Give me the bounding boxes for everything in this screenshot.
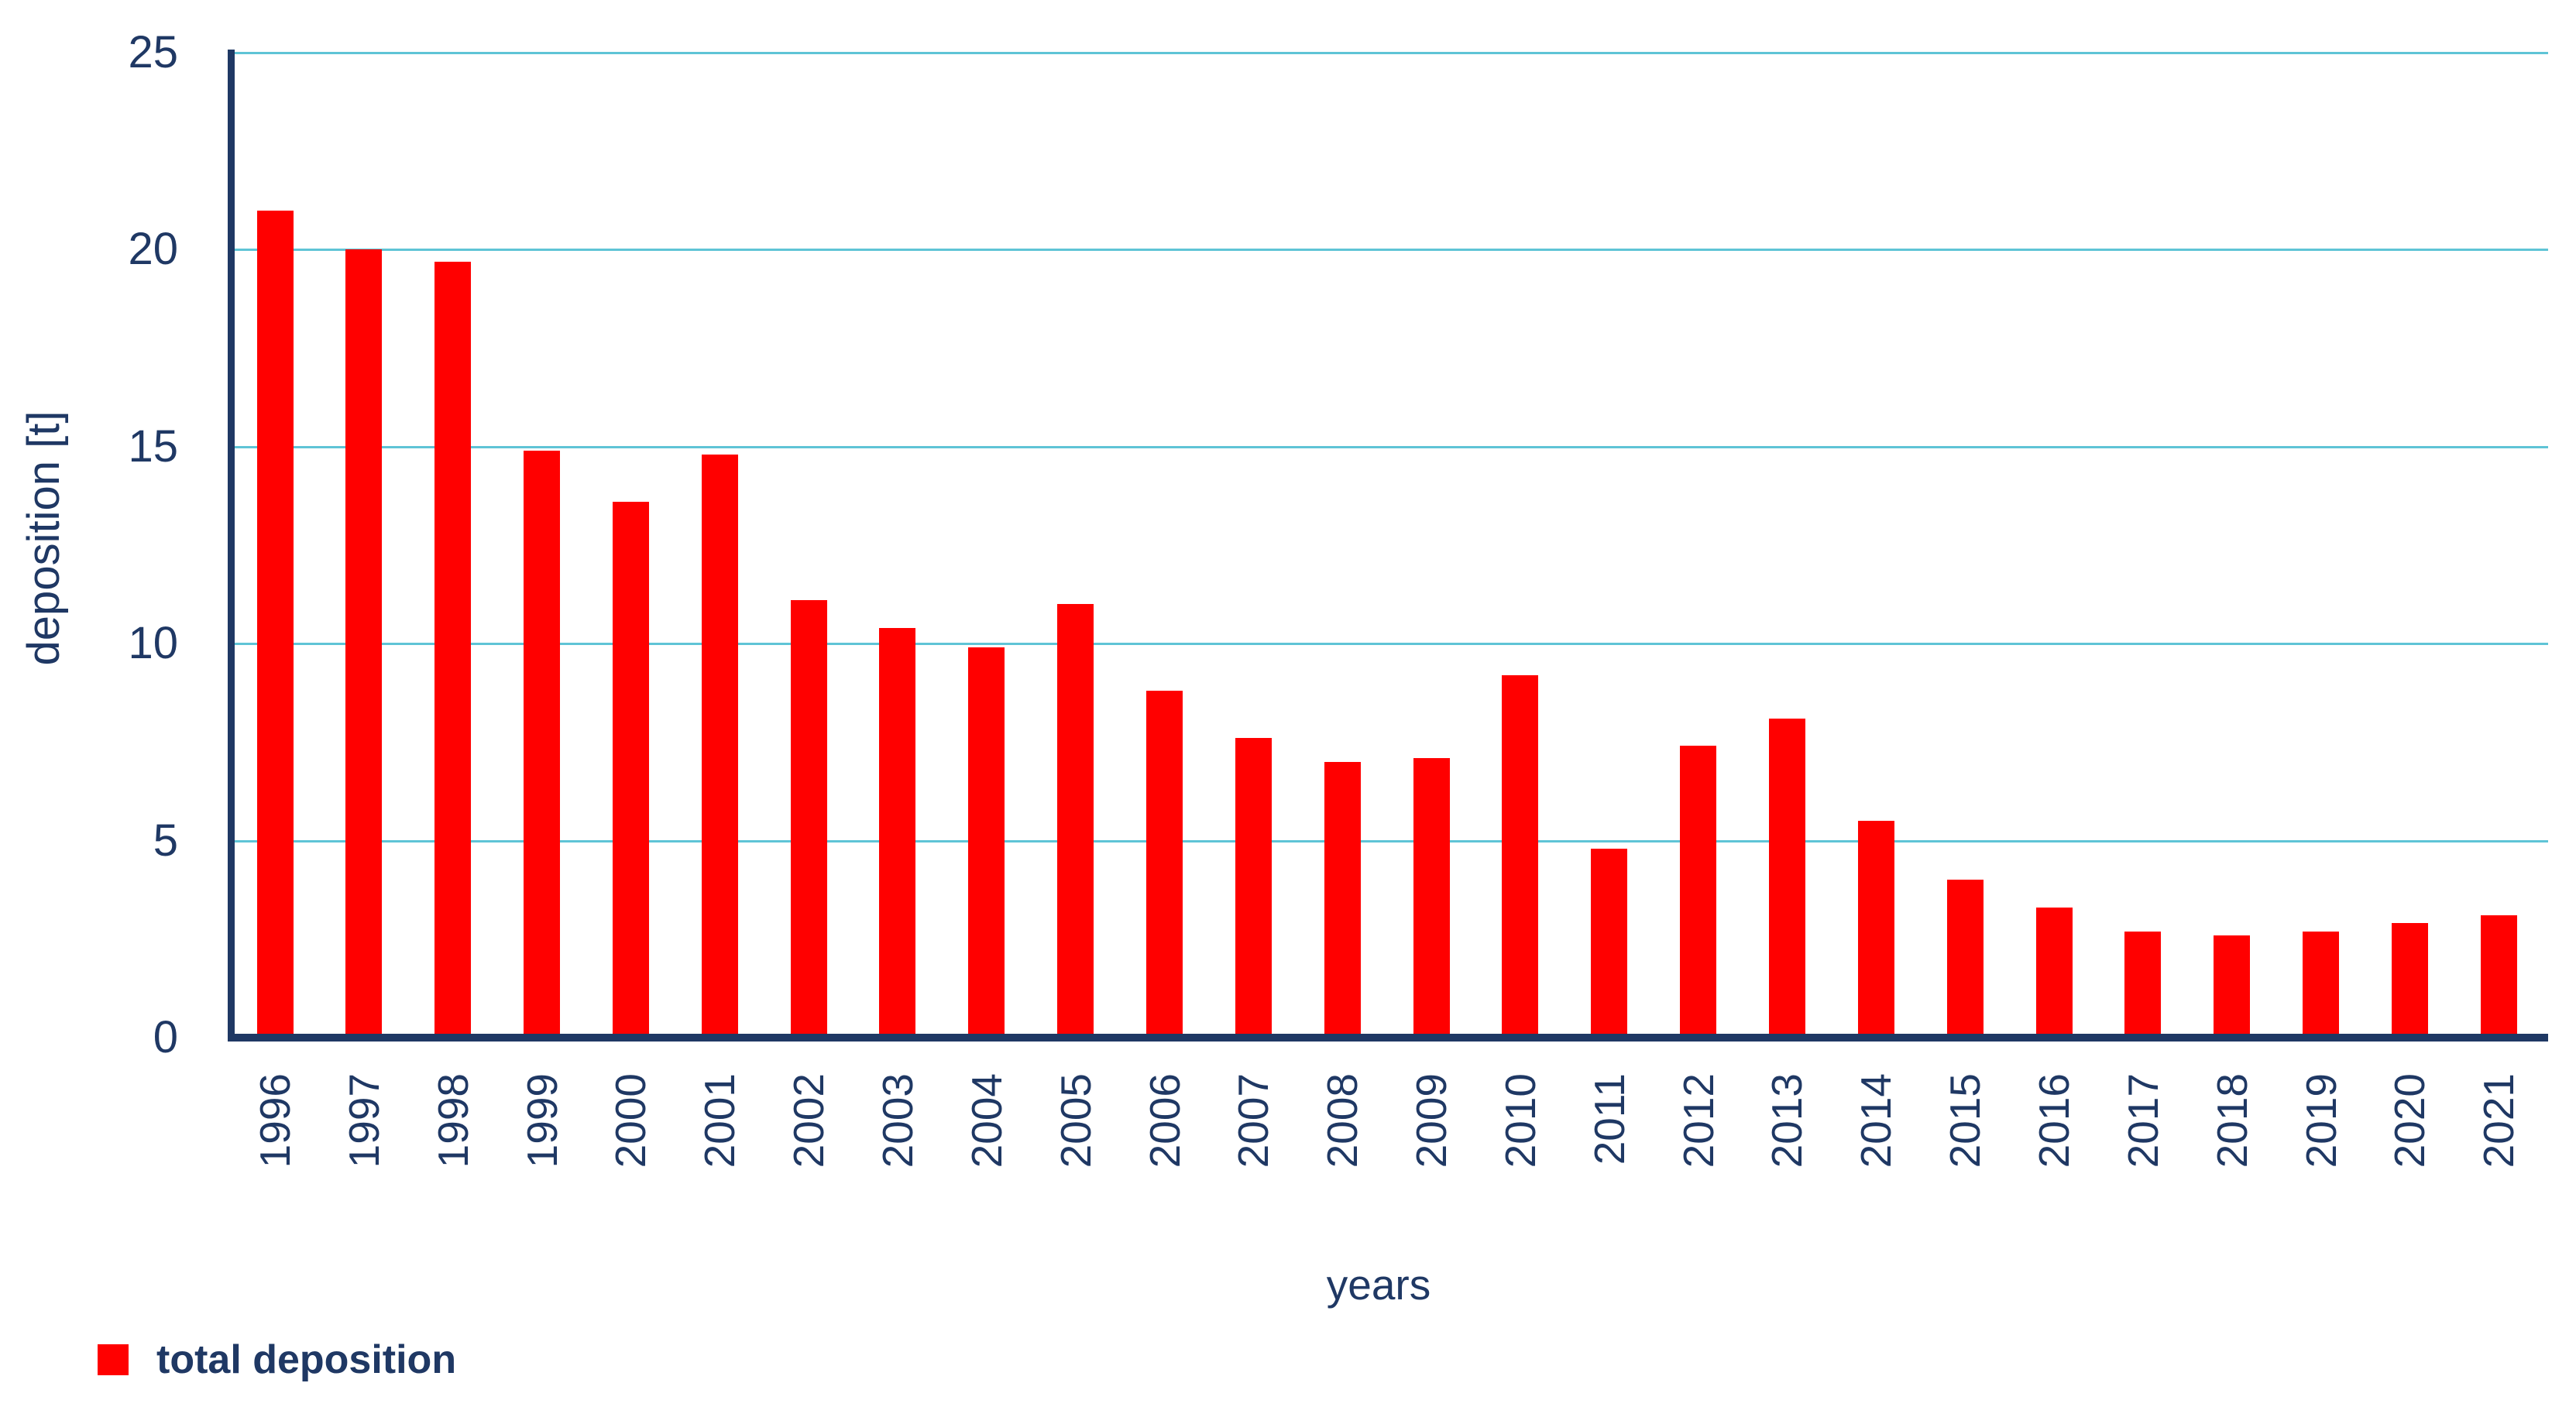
legend: total deposition [98, 1336, 456, 1384]
x-tick-label-2013: 2013 [1763, 1073, 1811, 1168]
bar-2006 [1146, 691, 1183, 1038]
x-tick-label-2015: 2015 [1941, 1073, 1989, 1168]
bar-2015 [1947, 880, 1984, 1038]
y-tick-label-10: 10 [128, 618, 178, 669]
y-tick-label-25: 25 [128, 27, 178, 77]
bar-2021 [2481, 915, 2517, 1038]
bar-2012 [1680, 746, 1716, 1038]
x-tick-label-2008: 2008 [1318, 1073, 1366, 1168]
x-tick-label-2004: 2004 [963, 1073, 1011, 1168]
x-tick-label-2019: 2019 [2297, 1073, 2345, 1168]
bar-2010 [1502, 675, 1538, 1038]
bar-2002 [791, 600, 827, 1038]
x-axis-title: years [1326, 1261, 1431, 1309]
bar-2000 [613, 502, 649, 1038]
bar-1997 [345, 249, 382, 1038]
bar-2020 [2392, 923, 2428, 1038]
legend-label: total deposition [156, 1337, 457, 1382]
x-tick-label-2011: 2011 [1585, 1073, 1633, 1165]
x-tick-label-2007: 2007 [1229, 1073, 1277, 1168]
bar-1998 [434, 262, 471, 1038]
bar-2019 [2303, 932, 2339, 1038]
x-tick-label-2017: 2017 [2119, 1073, 2167, 1168]
x-tick-label-2014: 2014 [1852, 1073, 1900, 1168]
x-tick-label-2012: 2012 [1674, 1073, 1722, 1168]
bar-2011 [1591, 849, 1627, 1038]
bar-2007 [1235, 738, 1272, 1038]
gridline-15 [235, 446, 2548, 448]
y-tick-label-15: 15 [128, 420, 178, 472]
bar-1996 [257, 211, 294, 1038]
bar-2009 [1413, 758, 1450, 1038]
y-tick-label-0: 0 [153, 1012, 178, 1062]
bar-2004 [968, 647, 1005, 1038]
x-tick-label-2018: 2018 [2208, 1073, 2256, 1168]
x-tick-label-2006: 2006 [1141, 1073, 1189, 1168]
x-tick-label-2009: 2009 [1407, 1073, 1455, 1168]
bar-2013 [1769, 719, 1805, 1038]
bar-2005 [1057, 604, 1094, 1038]
x-tick-label-2021: 2021 [2475, 1073, 2523, 1168]
bar-1999 [524, 451, 560, 1038]
y-axis-title: deposition [t] [19, 410, 69, 666]
bar-2016 [2036, 908, 2073, 1038]
gridline-10 [235, 643, 2548, 645]
x-tick-label-2003: 2003 [874, 1073, 922, 1168]
x-tick-label-1996: 1996 [251, 1073, 299, 1168]
x-tick-label-2020: 2020 [2385, 1073, 2433, 1168]
x-tick-label-1999: 1999 [518, 1073, 566, 1168]
x-tick-label-2001: 2001 [696, 1073, 744, 1168]
x-tick-label-2010: 2010 [1496, 1073, 1544, 1168]
plot-area [235, 52, 2548, 1038]
y-axis-line [228, 50, 235, 1042]
gridline-20 [235, 249, 2548, 251]
bar-2001 [702, 455, 738, 1038]
x-tick-label-2016: 2016 [2030, 1073, 2078, 1168]
y-tick-label-5: 5 [153, 815, 178, 866]
legend-swatch [98, 1344, 129, 1375]
gridline-5 [235, 840, 2548, 842]
x-tick-label-1997: 1997 [340, 1073, 388, 1168]
y-tick-label-20: 20 [128, 224, 178, 275]
x-axis-line [228, 1034, 2548, 1042]
x-tick-label-2002: 2002 [785, 1073, 833, 1168]
x-tick-label-2000: 2000 [606, 1073, 654, 1168]
gridline-25 [235, 52, 2548, 54]
x-tick-label-1998: 1998 [429, 1073, 477, 1168]
bar-2008 [1324, 762, 1361, 1038]
x-tick-label-2005: 2005 [1052, 1073, 1100, 1168]
bar-2014 [1858, 821, 1894, 1038]
bar-2003 [879, 628, 915, 1038]
bar-2017 [2124, 932, 2161, 1038]
bar-2018 [2214, 935, 2250, 1038]
